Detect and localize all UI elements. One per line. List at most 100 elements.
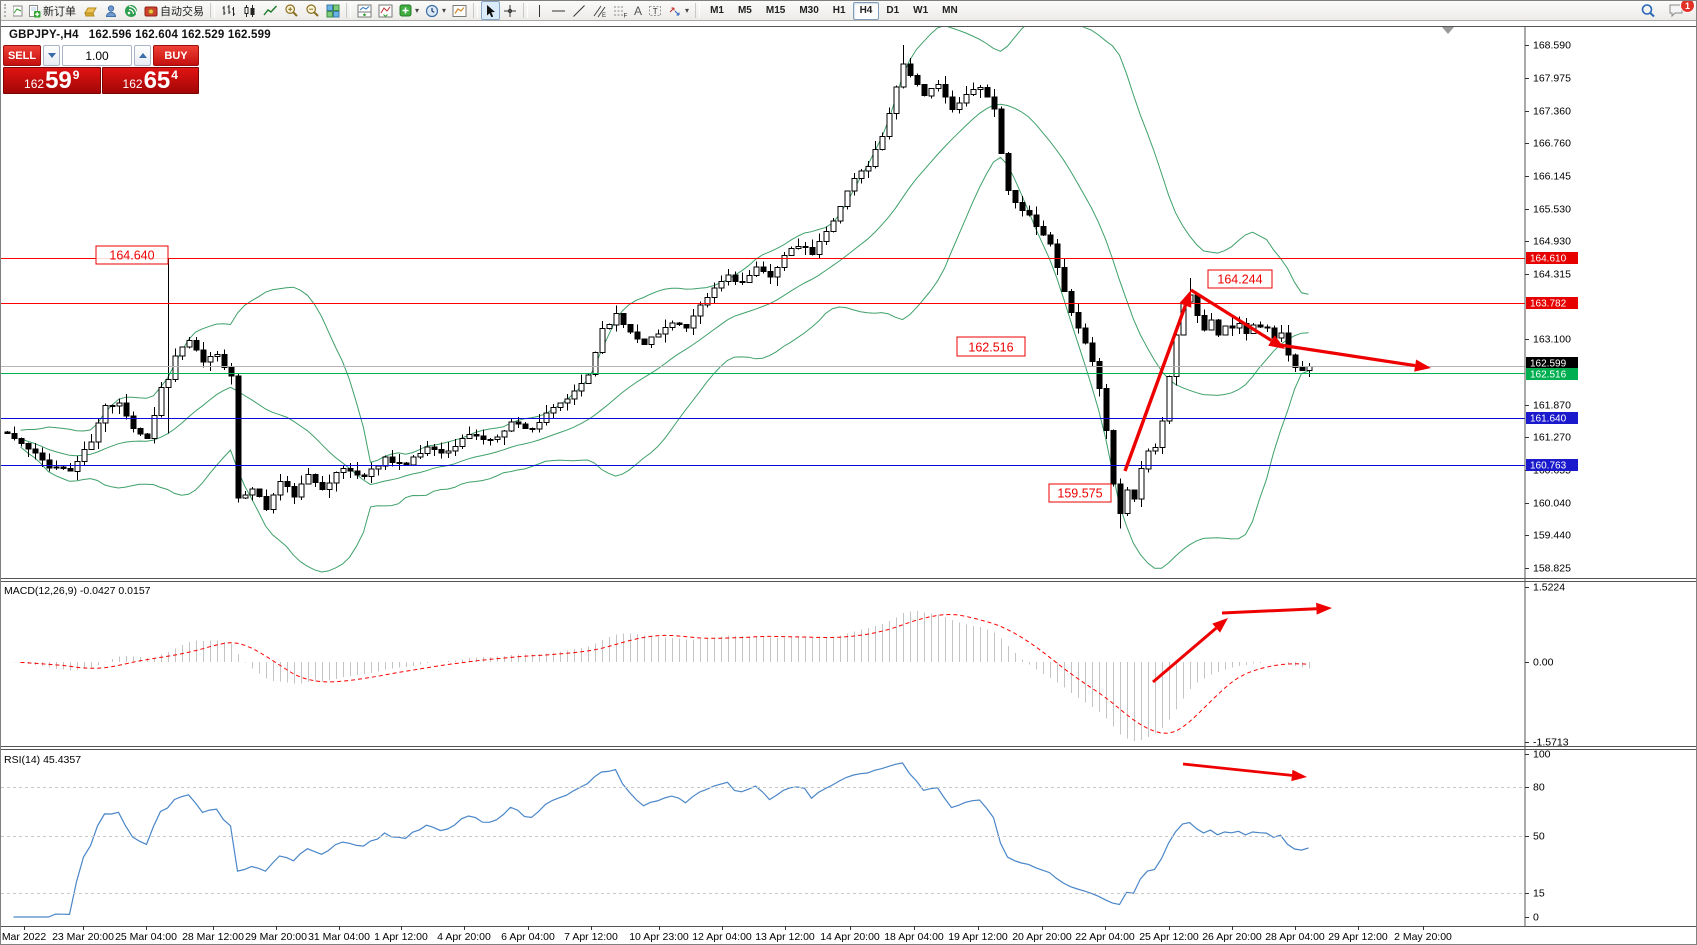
trend-arrow[interactable] xyxy=(1152,626,1218,684)
equidistant-channel-tool-button[interactable]: E xyxy=(589,2,610,19)
zoom-out-button[interactable] xyxy=(302,2,323,19)
chart-properties-icon xyxy=(452,4,467,17)
bar-chart-mode-button[interactable] xyxy=(218,2,239,19)
svg-text:19 Apr 12:00: 19 Apr 12:00 xyxy=(948,931,1008,943)
indicator-window-button[interactable] xyxy=(354,2,375,19)
svg-text:100: 100 xyxy=(1533,749,1551,761)
indicator-list-button[interactable] xyxy=(375,2,396,19)
chart-shift-marker[interactable] xyxy=(1442,27,1454,34)
candlestick-mode-button[interactable] xyxy=(239,2,260,19)
notifications-button[interactable]: 1 xyxy=(1665,1,1695,19)
toolbar-separator xyxy=(523,3,529,18)
macd-signal-line xyxy=(20,613,1309,734)
autotrade-button[interactable]: 自动交易 xyxy=(141,2,207,19)
toolbar-separator xyxy=(346,3,351,18)
price-label-annotation[interactable] xyxy=(1048,483,1112,503)
indicator-list-icon xyxy=(378,4,393,17)
chart-window-button[interactable] xyxy=(12,2,24,19)
buy-price-display[interactable]: 162 65 4 xyxy=(101,67,199,94)
chart-properties-button[interactable] xyxy=(449,2,470,19)
trend-arrow-head xyxy=(1291,769,1307,782)
crosshair-tool-button[interactable] xyxy=(500,2,520,19)
svg-text:4 Apr 20:00: 4 Apr 20:00 xyxy=(437,931,491,943)
timeframe-m1-button[interactable]: M1 xyxy=(710,5,724,16)
trendline-tool-button[interactable] xyxy=(569,2,589,19)
crosshair-icon xyxy=(504,4,517,17)
timeframe-mn-button[interactable]: MN xyxy=(942,5,958,16)
horizontal-lines[interactable] xyxy=(1,258,1525,466)
sell-button[interactable]: SELL xyxy=(3,45,41,66)
buy-button[interactable]: BUY xyxy=(153,45,199,66)
rsi-line xyxy=(13,762,1309,918)
text-tool-button[interactable]: A xyxy=(631,2,645,19)
svg-text:166.760: 166.760 xyxy=(1533,138,1571,150)
trend-arrow[interactable] xyxy=(1190,288,1273,342)
gold-button[interactable] xyxy=(79,2,101,19)
volume-decrease-button[interactable] xyxy=(43,45,60,66)
person-icon xyxy=(105,4,117,17)
timeframe-m30-button[interactable]: M30 xyxy=(799,5,819,16)
candlesticks xyxy=(4,45,1313,529)
svg-text:6 Apr 04:00: 6 Apr 04:00 xyxy=(501,931,555,943)
period-clock-button[interactable]: ▾ xyxy=(422,2,449,19)
arrows-tool-button[interactable]: ▾ xyxy=(665,2,692,19)
price-label-annotation[interactable] xyxy=(956,336,1026,357)
trend-arrow[interactable] xyxy=(1123,304,1187,472)
timeframe-m5-button[interactable]: M5 xyxy=(737,5,752,16)
svg-text:1 Apr 12:00: 1 Apr 12:00 xyxy=(374,931,428,943)
symbol-period-label: GBPJPY-,H4 xyxy=(9,29,79,41)
toolbar-separator xyxy=(695,3,701,18)
trend-arrow[interactable] xyxy=(1279,343,1416,368)
text-tool-icon: A xyxy=(634,3,643,18)
search-button[interactable] xyxy=(1637,2,1659,19)
new-order-button[interactable]: 新订单 xyxy=(24,2,79,19)
svg-text:161.640: 161.640 xyxy=(1530,414,1567,425)
zoom-in-button[interactable] xyxy=(281,2,302,19)
svg-text:168.590: 168.590 xyxy=(1533,40,1571,52)
cursor-tool-button[interactable] xyxy=(481,1,501,20)
text-label-tool-button[interactable]: T xyxy=(645,2,665,19)
vertical-line-tool-button[interactable] xyxy=(531,2,548,19)
profile-button[interactable] xyxy=(101,2,121,19)
tile-windows-button[interactable] xyxy=(323,2,343,19)
volume-input[interactable] xyxy=(62,45,132,66)
svg-text:2 May 20:00: 2 May 20:00 xyxy=(1394,931,1452,943)
dropdown-caret-icon: ▾ xyxy=(685,6,690,15)
svg-text:166.145: 166.145 xyxy=(1533,171,1571,183)
svg-text:0: 0 xyxy=(1533,912,1539,924)
svg-text:50: 50 xyxy=(1533,831,1545,843)
svg-text:161.270: 161.270 xyxy=(1533,432,1571,444)
svg-text:161.870: 161.870 xyxy=(1533,400,1571,412)
timeframe-h1-button[interactable]: H1 xyxy=(832,5,846,16)
annotations[interactable]: 164.640 164.244 162.516 159.575 xyxy=(95,245,1431,782)
fibonacci-tool-button[interactable]: F xyxy=(610,2,631,19)
timeframe-w1-button[interactable]: W1 xyxy=(913,5,929,16)
svg-text:25 Mar 04:00: 25 Mar 04:00 xyxy=(115,931,177,943)
sell-price-display[interactable]: 162 59 9 xyxy=(3,67,101,94)
price-label-annotation[interactable] xyxy=(95,245,169,265)
timeframe-d1-button[interactable]: D1 xyxy=(886,5,900,16)
line-chart-mode-button[interactable] xyxy=(260,2,281,19)
trend-arrow[interactable] xyxy=(1221,607,1317,615)
svg-text:F: F xyxy=(624,12,628,18)
autotrade-label: 自动交易 xyxy=(160,5,204,18)
svg-text:12 Apr 04:00: 12 Apr 04:00 xyxy=(692,931,752,943)
svg-text:T: T xyxy=(653,7,658,16)
dropdown-caret-icon: ▾ xyxy=(442,6,447,15)
signals-button[interactable] xyxy=(121,2,141,19)
line-chart-icon xyxy=(263,5,278,15)
svg-text:165.530: 165.530 xyxy=(1533,204,1571,216)
bollinger-bands xyxy=(20,27,1309,573)
spinner-down-icon xyxy=(47,53,56,58)
horizontal-line-tool-button[interactable] xyxy=(548,2,569,19)
trend-arrow[interactable] xyxy=(1182,762,1293,777)
volume-increase-button[interactable] xyxy=(134,45,151,66)
add-indicator-button[interactable]: ▾ xyxy=(396,2,422,19)
horizontal-line-icon xyxy=(552,10,566,11)
timeframe-m15-button[interactable]: M15 xyxy=(765,5,786,16)
price-label-annotation[interactable] xyxy=(1207,269,1273,289)
toolbar-grip[interactable] xyxy=(4,4,9,17)
svg-text:160.763: 160.763 xyxy=(1530,461,1567,472)
timeframe-h4-button[interactable]: H4 xyxy=(852,1,880,20)
